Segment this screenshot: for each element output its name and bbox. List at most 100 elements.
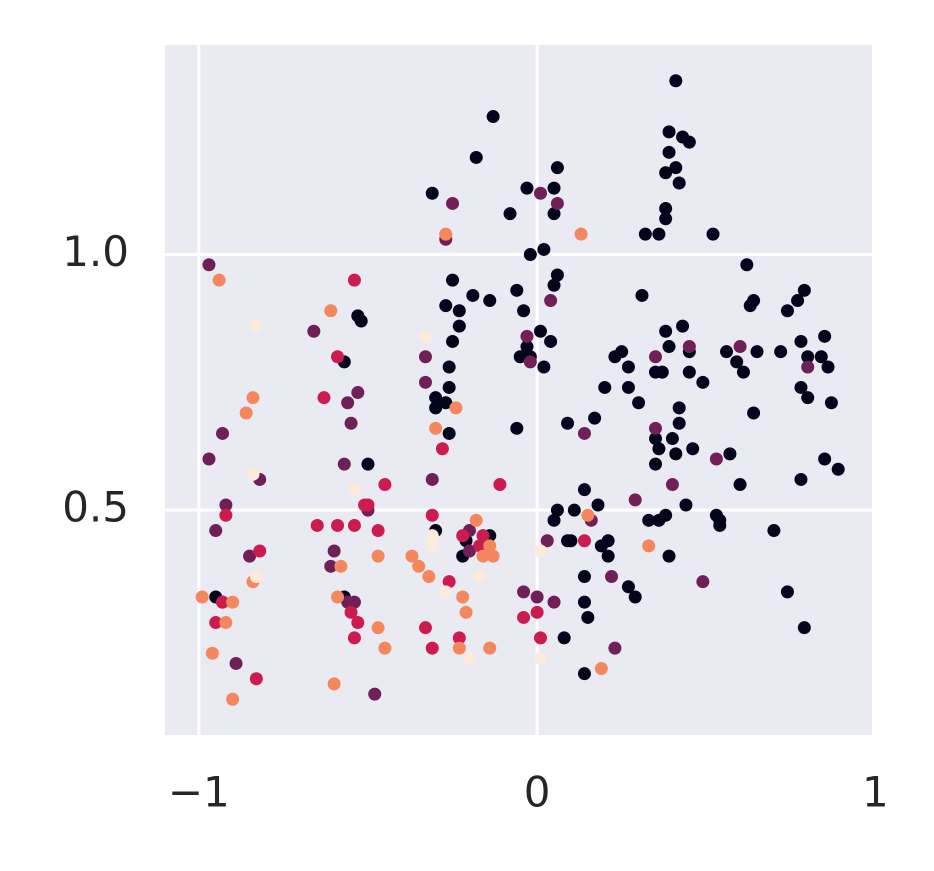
point xyxy=(594,539,608,553)
point xyxy=(750,345,764,359)
point xyxy=(791,294,805,308)
point xyxy=(540,534,554,548)
point xyxy=(219,616,233,630)
point xyxy=(347,273,361,287)
point xyxy=(520,329,534,343)
point xyxy=(425,641,439,655)
point xyxy=(354,314,368,328)
point xyxy=(814,350,828,364)
point xyxy=(510,421,524,435)
point xyxy=(547,595,561,609)
point xyxy=(652,442,666,456)
point xyxy=(327,677,341,691)
point xyxy=(452,304,466,318)
point xyxy=(439,227,453,241)
point xyxy=(446,273,460,287)
point xyxy=(530,590,544,604)
point xyxy=(577,534,591,548)
y-tick-label: 1.0 xyxy=(62,227,129,276)
point xyxy=(649,350,663,364)
point xyxy=(723,447,737,461)
point xyxy=(659,212,673,226)
point xyxy=(672,176,686,190)
plot-area xyxy=(165,45,872,735)
x-tick-label: −1 xyxy=(168,768,230,817)
point xyxy=(425,508,439,522)
point xyxy=(665,478,679,492)
point xyxy=(337,457,351,471)
point xyxy=(533,186,547,200)
point xyxy=(324,304,338,318)
point xyxy=(425,539,439,553)
point xyxy=(520,340,534,354)
point xyxy=(767,524,781,538)
point xyxy=(351,616,365,630)
point xyxy=(405,549,419,563)
point xyxy=(544,334,558,348)
point xyxy=(459,605,473,619)
point xyxy=(418,621,432,635)
point xyxy=(730,355,744,369)
point xyxy=(253,544,267,558)
point xyxy=(780,585,794,599)
point xyxy=(642,513,656,527)
point xyxy=(537,242,551,256)
point xyxy=(608,641,622,655)
point xyxy=(747,294,761,308)
point xyxy=(801,360,815,374)
point xyxy=(662,145,676,159)
point xyxy=(635,288,649,302)
point xyxy=(209,524,223,538)
point xyxy=(493,478,507,492)
point xyxy=(621,580,635,594)
point xyxy=(533,631,547,645)
point xyxy=(621,360,635,374)
point xyxy=(466,288,480,302)
point xyxy=(361,457,375,471)
point xyxy=(517,585,531,599)
point xyxy=(649,432,663,446)
point xyxy=(469,513,483,527)
point xyxy=(736,365,750,379)
point xyxy=(456,529,470,543)
point xyxy=(547,513,561,527)
point xyxy=(733,478,747,492)
point xyxy=(483,294,497,308)
point xyxy=(605,570,619,584)
point xyxy=(794,472,808,486)
point xyxy=(517,304,531,318)
point xyxy=(824,396,838,410)
point xyxy=(425,529,439,543)
point xyxy=(774,345,788,359)
point xyxy=(486,110,500,124)
point xyxy=(195,590,209,604)
point xyxy=(638,227,652,241)
point xyxy=(601,549,615,563)
point xyxy=(821,360,835,374)
point xyxy=(205,646,219,660)
point xyxy=(371,621,385,635)
point xyxy=(418,350,432,364)
point xyxy=(243,549,257,563)
point xyxy=(209,616,223,630)
point xyxy=(659,202,673,216)
point xyxy=(831,462,845,476)
point xyxy=(530,605,544,619)
point xyxy=(577,667,591,681)
point xyxy=(452,319,466,333)
point xyxy=(581,508,595,522)
point xyxy=(733,340,747,354)
point xyxy=(621,380,635,394)
point xyxy=(659,324,673,338)
point xyxy=(246,391,260,405)
point xyxy=(713,518,727,532)
point xyxy=(615,345,629,359)
point xyxy=(547,278,561,292)
grid xyxy=(165,45,877,735)
point xyxy=(418,375,432,389)
point xyxy=(425,472,439,486)
point xyxy=(672,401,686,415)
point xyxy=(547,207,561,221)
point xyxy=(317,391,331,405)
